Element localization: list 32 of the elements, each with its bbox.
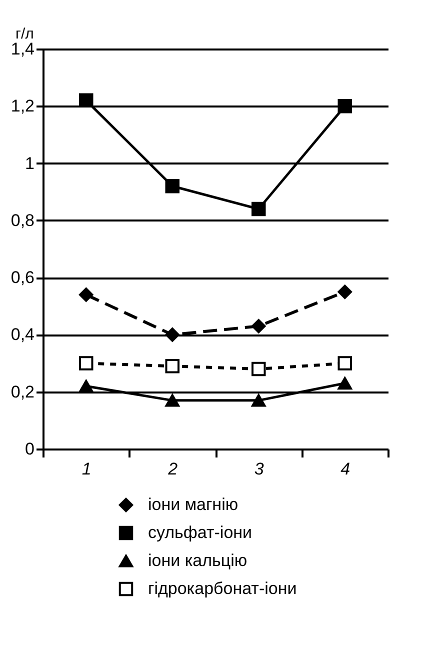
y-tick-label: 1,4 [10,40,34,58]
point [79,356,94,370]
point [165,179,180,194]
point [252,202,266,216]
point [338,376,352,390]
point [165,359,180,374]
legend-label: іони магнію [148,495,238,514]
point [252,362,266,376]
legend-label: сульфат-іони [148,523,252,542]
point [79,380,94,392]
point [252,319,266,334]
y-tick-label: 0,4 [10,325,34,344]
legend-label: гідрокарбонат-іони [148,579,297,598]
legend-label: іони кальцію [148,551,248,570]
y-tick-label: 1 [25,154,34,173]
y-tick-label: 0,2 [10,382,34,402]
x-tick-label: 4 [340,460,350,478]
x-tick-label: 1 [82,460,92,478]
y-tick-label: 0 [25,440,34,458]
y-axis-title: г/л [16,26,34,42]
point [338,284,352,299]
point [338,356,352,370]
y-tick-label: 0,6 [10,268,34,288]
y-tick-label: 0,8 [10,210,34,230]
x-tick-label: 3 [254,460,264,478]
point [165,394,180,407]
x-tick-label: 2 [167,460,178,478]
y-tick-label: 1,2 [10,96,34,116]
point [252,394,266,407]
point [338,99,352,114]
point [165,328,180,342]
point [79,288,94,302]
